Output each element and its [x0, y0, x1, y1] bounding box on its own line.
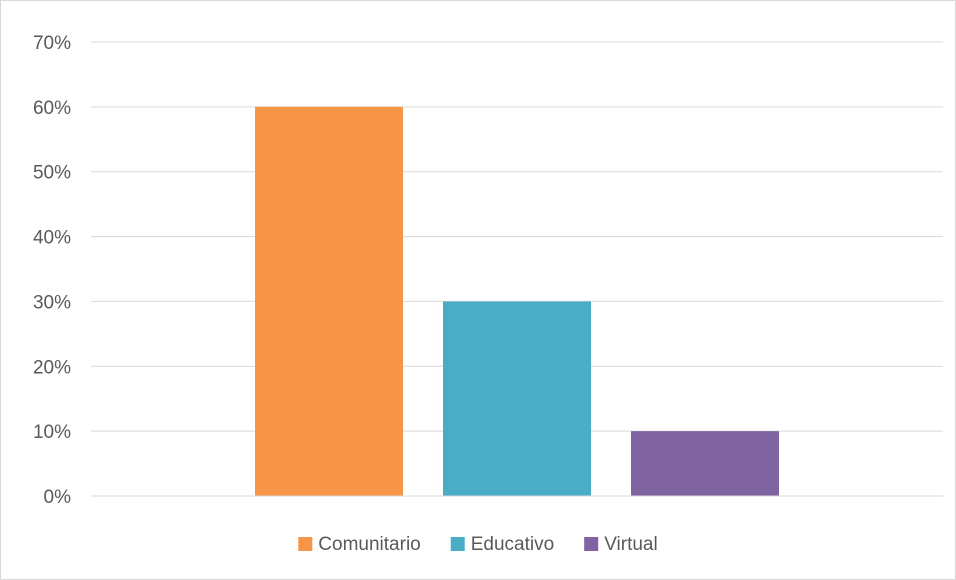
- bar-educativo: [443, 301, 591, 496]
- legend-swatch-virtual: [584, 537, 599, 551]
- legend-swatch-educativo: [450, 537, 465, 551]
- bar-comunitario: [255, 106, 403, 496]
- legend-label-educativo: Educativo: [471, 534, 554, 555]
- legend: Comunitario Educativo Virtual: [298, 534, 658, 555]
- legend-label-virtual: Virtual: [604, 534, 658, 555]
- y-tick-label: 70%: [33, 33, 71, 54]
- legend-label-comunitario: Comunitario: [318, 534, 420, 555]
- y-tick-label: 0%: [44, 487, 72, 508]
- bar-virtual: [631, 431, 779, 496]
- y-tick-label: 40%: [33, 228, 71, 249]
- y-tick-label: 30%: [33, 292, 71, 313]
- bars: [255, 106, 779, 496]
- y-axis-tick-labels: 0% 10% 20% 30% 40% 50% 60% 70%: [33, 33, 71, 508]
- y-tick-label: 60%: [33, 98, 71, 119]
- legend-swatch-comunitario: [298, 537, 313, 551]
- y-tick-label: 10%: [33, 422, 71, 443]
- y-tick-label: 50%: [33, 163, 71, 184]
- y-tick-label: 20%: [33, 357, 71, 378]
